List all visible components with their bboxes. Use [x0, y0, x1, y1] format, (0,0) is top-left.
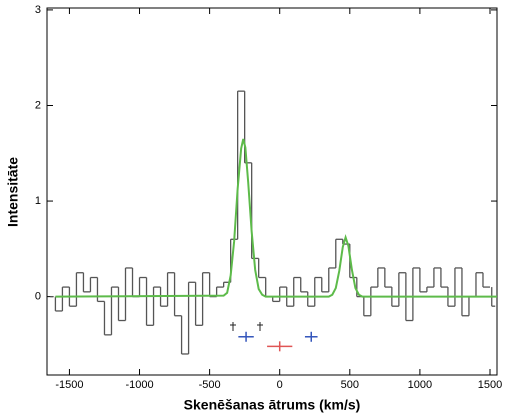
x-tick-label: 1500	[478, 379, 502, 391]
y-tick-label: 1	[35, 195, 41, 207]
x-tick-label: 500	[341, 379, 359, 391]
x-tick-label: -500	[199, 379, 221, 391]
plot-frame	[46, 7, 498, 376]
dagger-marks	[230, 322, 263, 331]
x-axis-label: Skenēšanas ātrums (km/s)	[184, 397, 361, 413]
x-tick-label: -1500	[55, 379, 83, 391]
x-tick-label: 1000	[408, 379, 432, 391]
x-tick-label: -1000	[125, 379, 153, 391]
y-tick-label: 3	[35, 4, 41, 16]
fit-line	[55, 138, 497, 298]
y-axis-label: Intensitāte	[5, 157, 21, 227]
x-tick-label: 0	[277, 379, 283, 391]
y-tick-label: 2	[35, 99, 41, 111]
y-tick-label: 0	[35, 291, 41, 303]
